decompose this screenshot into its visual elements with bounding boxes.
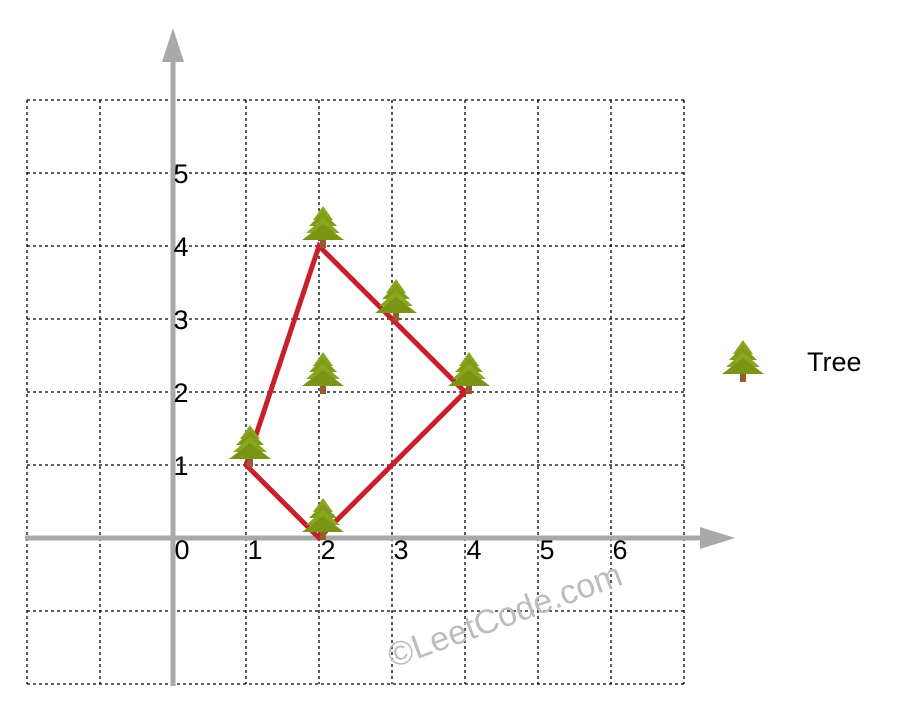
y-axis-arrow [162,28,184,62]
legend-label: Tree [807,347,862,377]
x-axis-arrow [700,527,735,549]
y-tick-label: 2 [173,378,188,408]
x-tick-label: 6 [612,535,627,565]
x-tick-label: 0 [174,535,189,565]
legend-tree-icon [722,340,764,382]
tree-icon [375,279,417,321]
x-tick-label: 1 [247,535,262,565]
x-tick-label: 5 [539,535,554,565]
y-tick-label: 5 [173,159,188,189]
x-tick-label: 2 [320,535,335,565]
y-tick-label: 3 [173,305,188,335]
tree-icon [302,206,344,248]
x-tick-label: 3 [393,535,408,565]
legend: Tree [722,340,862,382]
x-tick-label: 4 [466,535,481,565]
y-tick-label: 1 [173,451,188,481]
tree-icon [302,352,344,394]
watermark: ©LeetCode.com [383,556,627,676]
tree-icon [229,425,271,467]
hull-fence [243,241,469,542]
tree-icon [448,352,490,394]
y-tick-label: 4 [173,232,188,262]
